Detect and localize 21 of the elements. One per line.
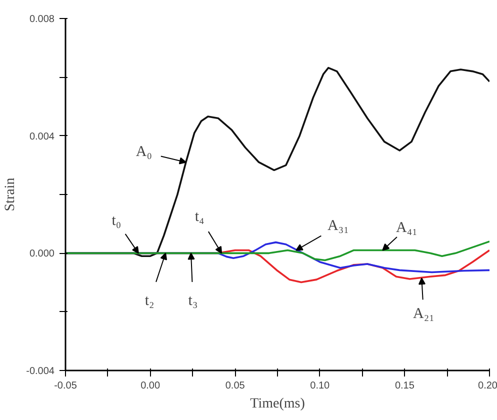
annotation: t₀: [112, 213, 122, 230]
annotation: A₄₁: [396, 220, 418, 236]
y-tick-label: -0.004: [26, 366, 55, 377]
x-tick-label: 0.20: [478, 380, 497, 392]
annotation: A₂₁: [413, 306, 434, 322]
x-axis-title: Time(ms): [250, 396, 306, 412]
y-tick-label: 0.008: [29, 14, 55, 25]
x-tick-label: -0.05: [54, 380, 78, 392]
y-axis-title: Strain: [3, 178, 18, 212]
x-tick-label: 0.15: [394, 380, 415, 392]
annotation: t₂: [144, 293, 154, 310]
y-tick-label: 0.004: [29, 131, 55, 142]
x-tick-label: 0.00: [140, 380, 160, 392]
y-tick-label: 0.000: [29, 248, 55, 260]
x-tick-label: 0.10: [310, 380, 330, 392]
x-tick-label: 0.05: [225, 380, 246, 392]
line-series: [66, 240, 490, 262]
annotation: t₄: [194, 209, 204, 226]
annotation: t₃: [188, 293, 198, 310]
annotation: A₀: [136, 144, 152, 160]
annotation: A₃₁: [328, 218, 349, 234]
